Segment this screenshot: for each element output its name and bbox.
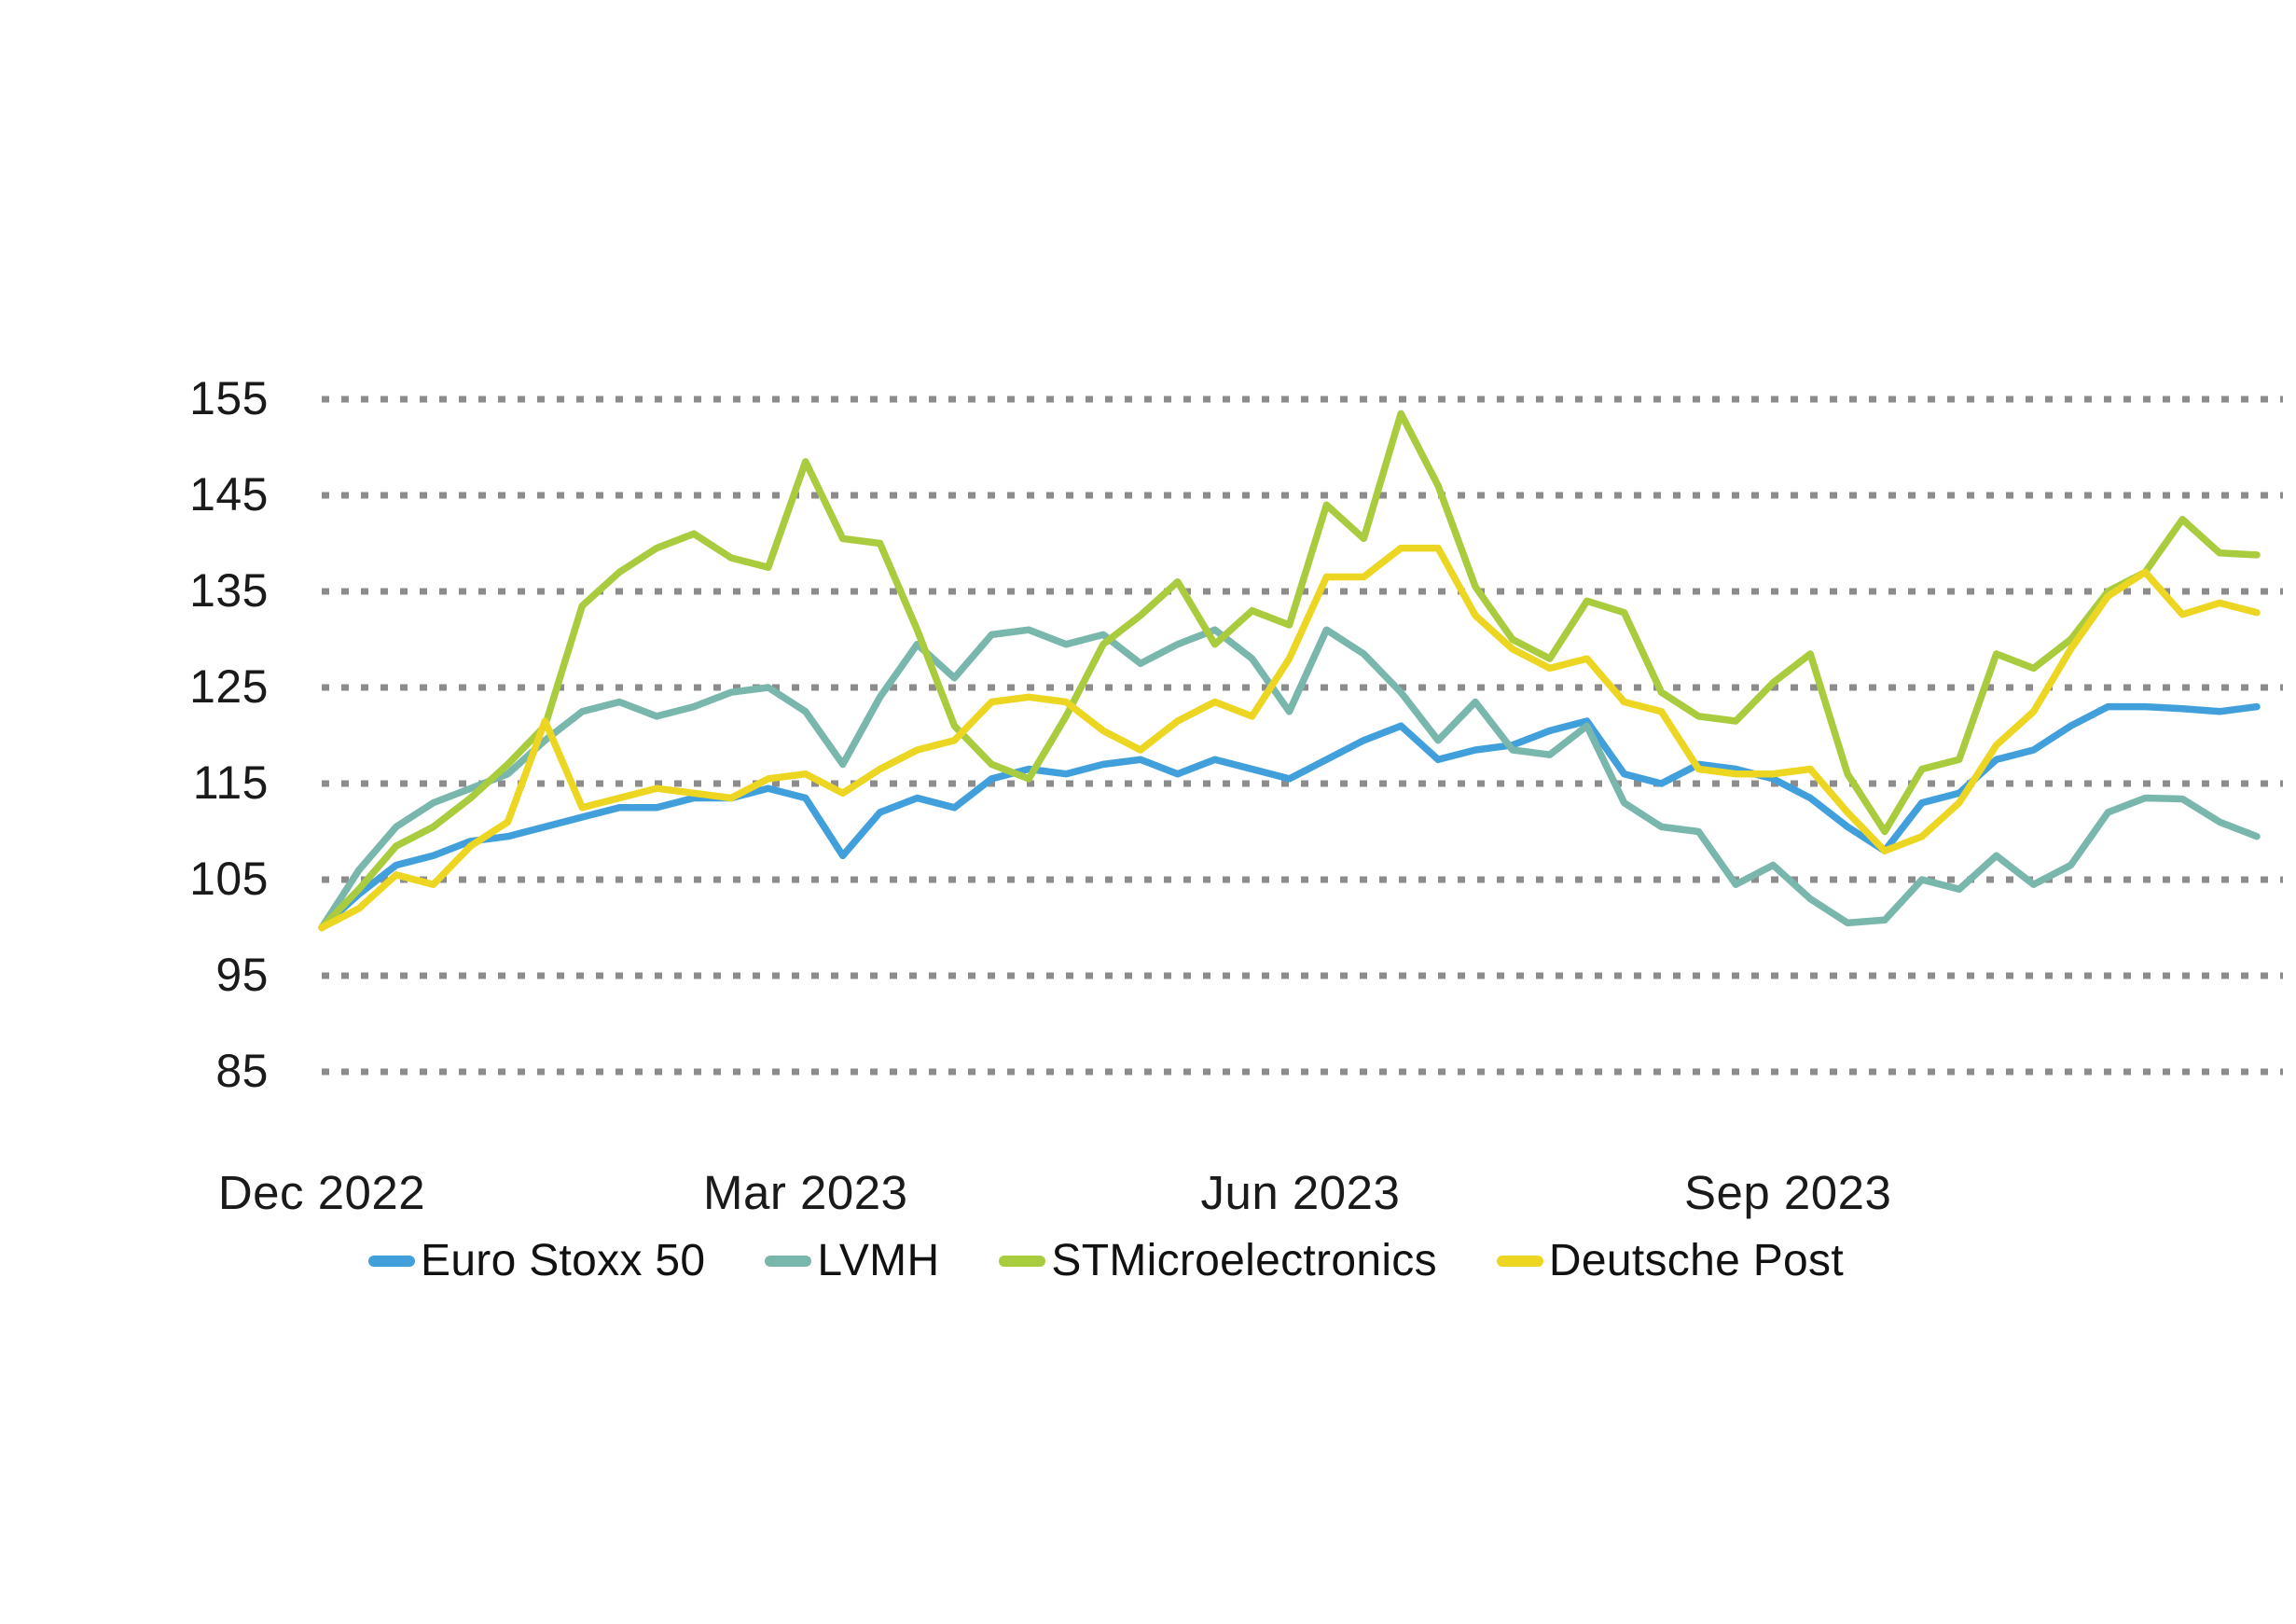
x-tick-label-jun-2023: Jun 2023 <box>1200 1166 1401 1219</box>
legend-label-stmicroelectronics: STMicroelectronics <box>1051 1236 1437 1285</box>
legend-swatch-deutsche-post <box>1496 1256 1543 1267</box>
series-line-stmicroelectronics <box>318 409 2261 932</box>
series-line-deutsche-post <box>318 544 2261 932</box>
legend-swatch-stmicroelectronics <box>999 1256 1046 1267</box>
x-tick-label-sep-2023: Sep 2023 <box>1684 1166 1892 1219</box>
y-tick-label-105: 105 <box>189 853 269 905</box>
chart-series-lines <box>318 409 2261 932</box>
legend-item-stmicroelectronics: STMicroelectronics <box>999 1237 1437 1285</box>
y-tick-label-145: 145 <box>189 468 269 521</box>
x-tick-label-mar-2023: Mar 2023 <box>703 1166 908 1219</box>
legend-label-euro-stoxx-50: Euro Stoxx 50 <box>421 1236 706 1285</box>
chart-legend: Euro Stoxx 50 LVMH STMicroelectronics De… <box>368 1228 1844 1295</box>
gridlines <box>322 396 2283 1076</box>
y-tick-label-125: 125 <box>189 660 269 713</box>
y-tick-label-135: 135 <box>189 564 269 617</box>
legend-label-deutsche-post: Deutsche Post <box>1548 1236 1844 1285</box>
legend-item-lvmh: LVMH <box>765 1237 939 1285</box>
legend-item-euro-stoxx-50: Euro Stoxx 50 <box>368 1237 705 1285</box>
legend-item-deutsche-post: Deutsche Post <box>1496 1236 1844 1285</box>
series-line-euro-stoxx-50 <box>318 702 2261 932</box>
legend-label-lvmh: LVMH <box>817 1236 940 1285</box>
x-tick-label-dec-2022: Dec 2022 <box>217 1166 426 1219</box>
y-tick-label-155: 155 <box>189 372 269 424</box>
legend-swatch-lvmh <box>765 1256 812 1267</box>
series-line-lvmh <box>318 626 2261 932</box>
legend-swatch-euro-stoxx-50 <box>368 1256 415 1267</box>
y-tick-label-95: 95 <box>215 949 269 1001</box>
y-tick-label-115: 115 <box>192 756 269 809</box>
y-tick-label-85: 85 <box>215 1045 269 1097</box>
